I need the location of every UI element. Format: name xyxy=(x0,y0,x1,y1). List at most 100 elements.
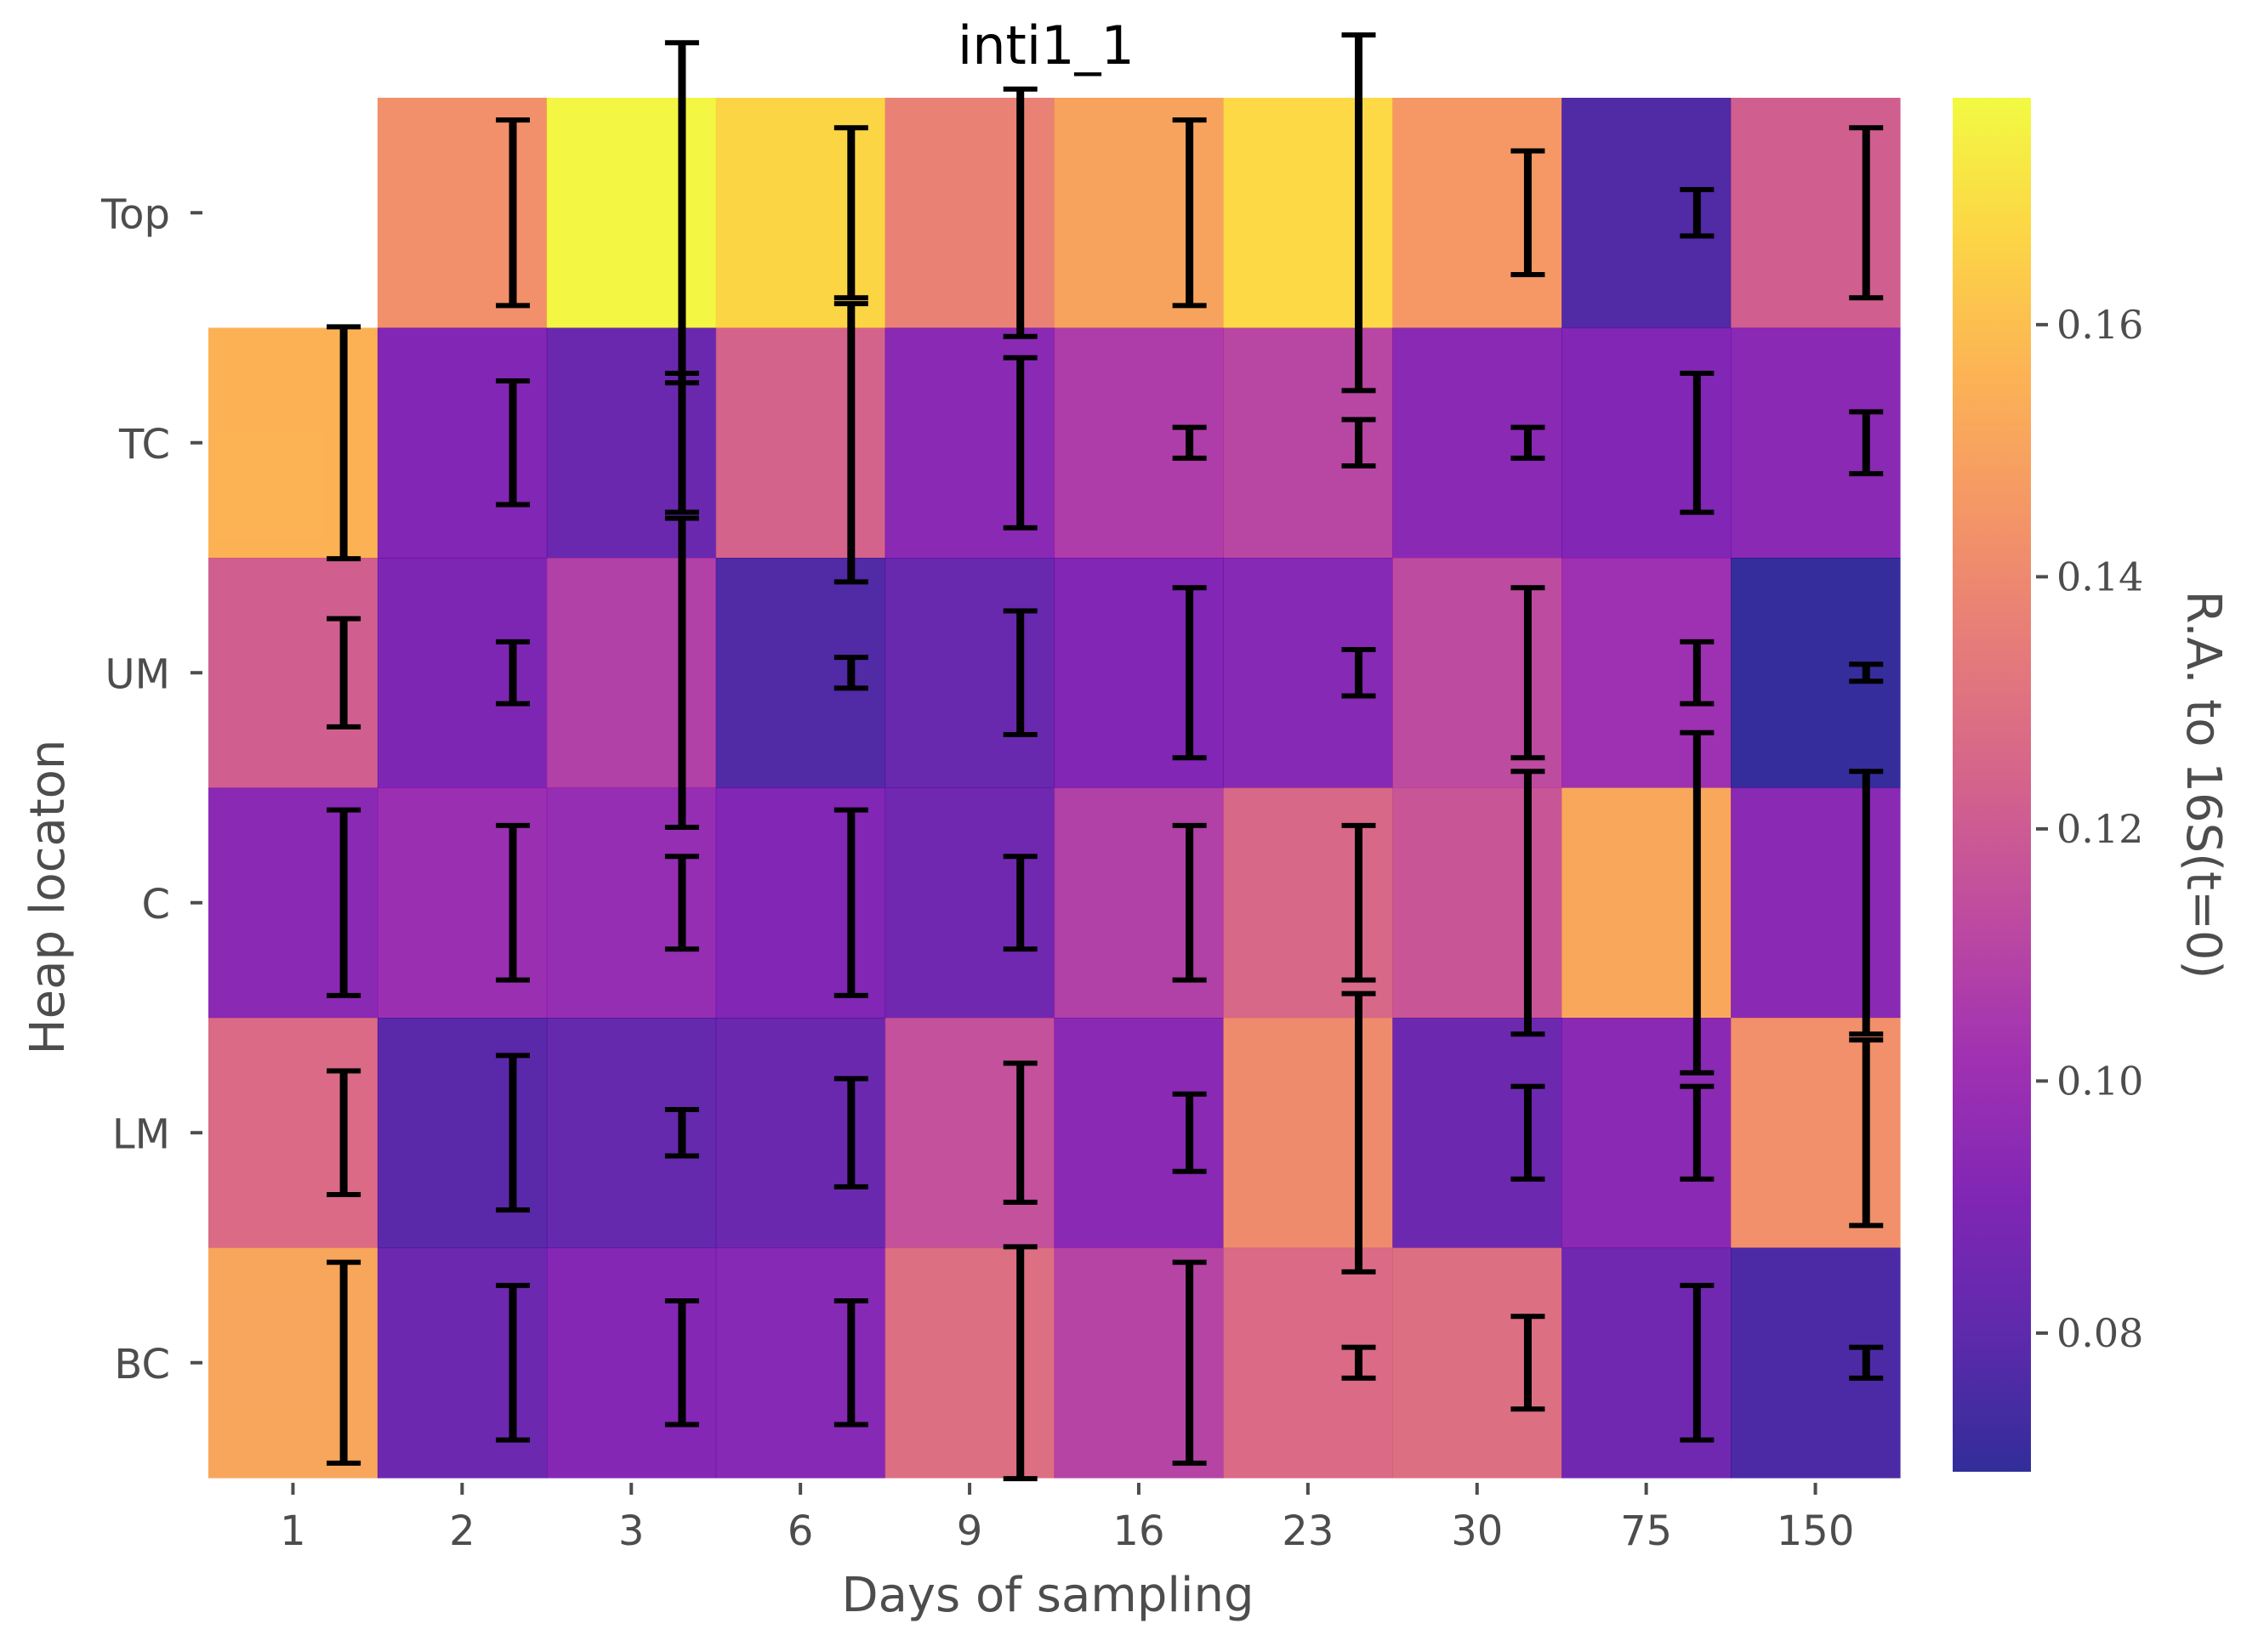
error-bar xyxy=(327,324,361,562)
error-bar xyxy=(664,1106,699,1159)
heatmap-cell xyxy=(1392,1018,1562,1249)
error-bar xyxy=(1849,409,1884,477)
colorbar-tick-label: 0.08 xyxy=(2056,1310,2143,1356)
error-bar xyxy=(1003,854,1038,952)
error-bar xyxy=(1849,1037,1884,1229)
error-bar xyxy=(1510,1314,1545,1412)
error-bar xyxy=(1680,729,1715,1076)
error-bar xyxy=(833,1076,868,1189)
heatmap-cell xyxy=(377,558,548,789)
heatmap-cell xyxy=(884,327,1055,559)
heatmap-cell xyxy=(1223,1018,1393,1249)
error-bar xyxy=(664,515,699,831)
heatmap-cell xyxy=(377,327,548,559)
heatmap-cell xyxy=(1561,1247,1732,1479)
heatmap-cell xyxy=(1561,787,1732,1019)
error-bars xyxy=(327,32,1884,1482)
heatmap-cell xyxy=(1731,327,1901,559)
y-tick-label: TC xyxy=(118,421,170,468)
error-bar xyxy=(1680,639,1715,707)
x-tick-label: 6 xyxy=(788,1507,814,1555)
heatmap-cell xyxy=(546,1247,717,1479)
error-bar xyxy=(1341,822,1376,983)
colorbar-tick-label: 0.10 xyxy=(2056,1058,2143,1104)
error-bar xyxy=(1003,1060,1038,1206)
heatmap-cell xyxy=(715,558,886,789)
heatmap-cell xyxy=(1561,558,1732,789)
colorbar-tick-label: 0.14 xyxy=(2056,554,2143,599)
heatmap-cell xyxy=(884,1018,1055,1249)
error-bar xyxy=(1510,1083,1545,1182)
heatmap-cell xyxy=(208,1247,378,1479)
error-bar xyxy=(833,125,868,301)
heatmap-cell xyxy=(208,1018,378,1249)
x-tick-label: 23 xyxy=(1282,1507,1334,1555)
error-bar xyxy=(1849,661,1884,684)
x-tick-label: 9 xyxy=(957,1507,983,1555)
error-bar xyxy=(496,822,531,983)
heatmap-cell xyxy=(1054,1018,1224,1249)
heatmap-cell xyxy=(1731,1247,1901,1479)
heatmap-cell xyxy=(208,327,378,559)
x-axis-label: Days of sampling xyxy=(841,1568,1254,1623)
error-bar xyxy=(496,639,531,707)
error-bar xyxy=(833,301,868,585)
y-tick-label: Top xyxy=(100,190,170,238)
heatmap-cell xyxy=(1731,787,1901,1019)
error-bar xyxy=(1003,86,1038,339)
heatmap-cell xyxy=(1392,98,1562,329)
error-bar xyxy=(1680,1083,1715,1182)
heatmap-cell xyxy=(546,98,717,329)
error-bar xyxy=(1003,355,1038,531)
heatmap-cell xyxy=(1054,1247,1224,1479)
error-bar xyxy=(496,1053,531,1213)
heatmap-cell xyxy=(1054,98,1224,329)
heatmap-cell xyxy=(715,98,886,329)
heatmap-cell xyxy=(715,787,886,1019)
heatmap-cell xyxy=(1392,558,1562,789)
error-bar xyxy=(1341,32,1376,394)
error-bar xyxy=(327,807,361,998)
heatmap-cell xyxy=(377,98,548,329)
heatmap-cell xyxy=(715,327,886,559)
heatmap-cell xyxy=(1223,1247,1393,1479)
error-bar xyxy=(833,655,868,691)
error-bar xyxy=(833,1298,868,1428)
error-bar xyxy=(1341,417,1376,469)
error-bar xyxy=(1003,608,1038,737)
heatmap-cell xyxy=(377,1018,548,1249)
heatmap-cell xyxy=(546,787,717,1019)
error-bar xyxy=(496,117,531,309)
error-bar xyxy=(1849,1344,1884,1381)
error-bar xyxy=(1680,370,1715,515)
heatmap-cell xyxy=(546,1018,717,1249)
heatmap-cell xyxy=(1223,787,1393,1019)
chart-title: inti1_1 xyxy=(958,14,1135,77)
x-axis: 1 2 3 6 9 16 23 30 75 150 xyxy=(280,1483,1854,1555)
error-bar xyxy=(1172,1091,1207,1174)
y-tick-label: UM xyxy=(105,650,170,698)
heatmap-cell xyxy=(208,558,378,789)
error-bar xyxy=(1680,1282,1715,1443)
heatmap-cell xyxy=(1731,98,1901,329)
y-tick-label: BC xyxy=(114,1341,170,1388)
heatmap-cell xyxy=(1054,558,1224,789)
heatmap-cell xyxy=(1392,327,1562,559)
colorbar-tick-label: 0.16 xyxy=(2056,302,2143,348)
colorbar-tick-label: 0.12 xyxy=(2056,806,2143,852)
heatmap-cell xyxy=(1731,558,1901,789)
heatmap-cell xyxy=(546,558,717,789)
x-tick-label: 75 xyxy=(1620,1507,1672,1555)
error-bar xyxy=(327,616,361,729)
error-bar xyxy=(1510,769,1545,1037)
error-bar xyxy=(1172,117,1207,309)
y-tick-label: LM xyxy=(112,1110,170,1158)
error-bar xyxy=(664,854,699,952)
error-bar xyxy=(664,370,699,515)
heatmap-cell xyxy=(884,787,1055,1019)
heatmap-cell xyxy=(377,1247,548,1479)
error-bar xyxy=(1341,1344,1376,1381)
error-bar xyxy=(1172,585,1207,761)
error-bar xyxy=(1172,822,1207,983)
